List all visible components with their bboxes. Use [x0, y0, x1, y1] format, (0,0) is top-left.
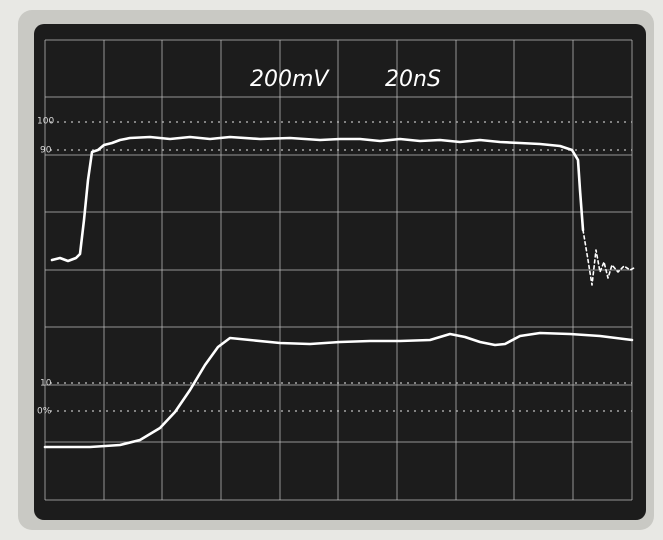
- scale-label: 10: [40, 379, 52, 389]
- upper-trace-noise: [582, 229, 635, 286]
- scale-label: 100: [37, 117, 54, 127]
- upper-trace: [50, 135, 585, 263]
- screen: [34, 24, 646, 520]
- scale-label: 0%: [37, 407, 52, 417]
- scale-label: 90: [40, 146, 52, 156]
- reference-dotted-lines: [50, 121, 632, 412]
- time-per-division: 20nS: [385, 67, 441, 92]
- graticule: [44, 39, 633, 501]
- volts-per-division: 200mV: [250, 67, 330, 92]
- lower-trace: [43, 331, 634, 449]
